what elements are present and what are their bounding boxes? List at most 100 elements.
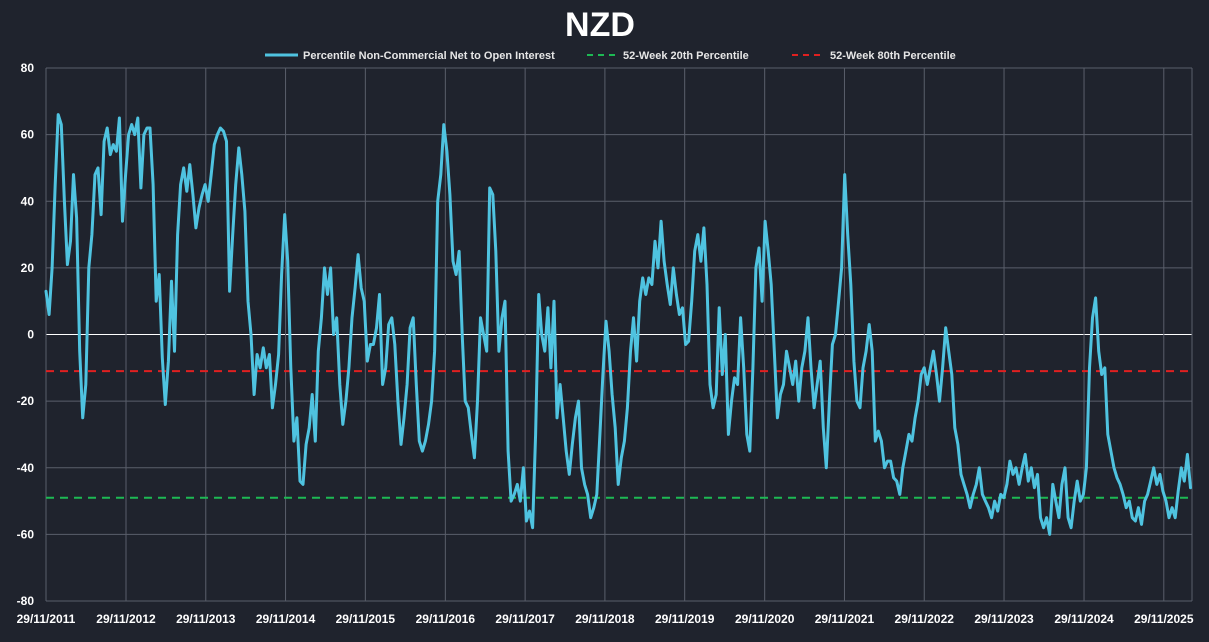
data-point — [183, 167, 185, 169]
data-point — [216, 134, 218, 136]
data-point — [752, 367, 754, 369]
data-point — [663, 260, 665, 262]
data-point — [1037, 473, 1038, 475]
data-point — [238, 147, 240, 149]
data-point — [703, 227, 705, 229]
data-point — [856, 400, 858, 402]
data-point — [253, 394, 255, 395]
data-point — [51, 267, 53, 269]
x-tick-label: 29/11/2021 — [815, 612, 875, 626]
data-point — [525, 520, 527, 522]
data-point — [1021, 467, 1023, 469]
data-point — [813, 407, 815, 409]
data-point — [648, 277, 650, 279]
data-point — [510, 500, 512, 502]
data-point — [167, 360, 169, 362]
data-point — [626, 407, 628, 409]
data-point — [504, 300, 506, 302]
data-point — [198, 207, 200, 209]
data-point — [789, 367, 791, 369]
data-point — [939, 400, 940, 402]
x-tick-label: 29/11/2024 — [1054, 612, 1114, 626]
data-point — [1058, 517, 1060, 519]
data-point — [437, 200, 439, 202]
data-point — [513, 493, 515, 495]
x-tick-label: 29/11/2014 — [256, 612, 316, 626]
data-point — [317, 350, 319, 352]
x-tick-label: 29/11/2025 — [1134, 612, 1194, 626]
data-point — [1180, 467, 1182, 469]
data-point — [290, 367, 292, 369]
data-point — [712, 407, 714, 409]
data-point — [565, 450, 567, 452]
data-point — [1159, 473, 1161, 475]
data-point — [929, 367, 931, 369]
data-point — [975, 483, 977, 485]
data-point — [574, 417, 576, 419]
data-point — [1000, 493, 1002, 495]
data-point — [1061, 483, 1063, 485]
data-point — [449, 194, 451, 196]
data-point — [1040, 517, 1041, 519]
data-point — [816, 384, 818, 385]
data-point — [421, 450, 423, 452]
x-tick-label: 29/11/2017 — [495, 612, 555, 626]
data-point — [477, 400, 478, 402]
data-point — [544, 350, 546, 352]
data-point — [388, 324, 390, 325]
data-point — [1015, 467, 1017, 469]
data-point — [779, 394, 781, 395]
data-point — [1147, 493, 1149, 495]
data-point — [369, 344, 371, 345]
data-point — [850, 284, 852, 285]
data-point — [336, 317, 338, 319]
data-point — [633, 317, 634, 319]
data-point — [1018, 483, 1020, 485]
data-point — [801, 367, 803, 369]
data-point — [60, 124, 62, 126]
data-point — [158, 274, 160, 275]
data-point — [1089, 367, 1090, 369]
y-tick-label: -80 — [17, 594, 35, 608]
data-point — [810, 367, 812, 369]
data-point — [599, 433, 601, 435]
data-point — [590, 517, 592, 519]
data-point — [418, 440, 420, 442]
data-point — [700, 260, 702, 262]
data-point — [195, 227, 197, 229]
data-point — [1137, 507, 1139, 509]
data-point — [1174, 517, 1176, 519]
data-point — [743, 367, 745, 369]
data-point — [131, 124, 133, 126]
data-point — [1067, 517, 1069, 519]
data-point — [82, 417, 84, 419]
data-point — [997, 510, 999, 512]
data-point — [1098, 350, 1100, 352]
data-point — [532, 527, 534, 529]
x-tick-label: 29/11/2015 — [336, 612, 396, 626]
data-point — [666, 284, 668, 285]
data-point — [207, 200, 209, 202]
data-point — [758, 247, 760, 249]
legend-label-percentile: Percentile Non-Commercial Net to Open In… — [303, 50, 555, 62]
data-point — [688, 340, 690, 342]
data-point — [146, 127, 148, 129]
data-point — [164, 404, 166, 405]
horizontal-gridlines — [46, 67, 1192, 602]
x-tick-label: 29/11/2011 — [17, 612, 76, 626]
data-point — [79, 350, 81, 352]
data-point — [66, 264, 68, 265]
data-point — [1006, 483, 1008, 485]
data-point — [348, 367, 350, 369]
data-point — [669, 304, 671, 305]
data-point — [798, 400, 800, 402]
data-point — [718, 307, 720, 309]
data-point — [841, 267, 843, 269]
data-point — [1134, 520, 1136, 522]
data-point — [461, 334, 463, 335]
data-point — [541, 334, 543, 335]
data-point — [608, 350, 610, 352]
data-point — [1131, 517, 1133, 519]
data-point — [109, 154, 111, 156]
data-point — [235, 184, 237, 186]
